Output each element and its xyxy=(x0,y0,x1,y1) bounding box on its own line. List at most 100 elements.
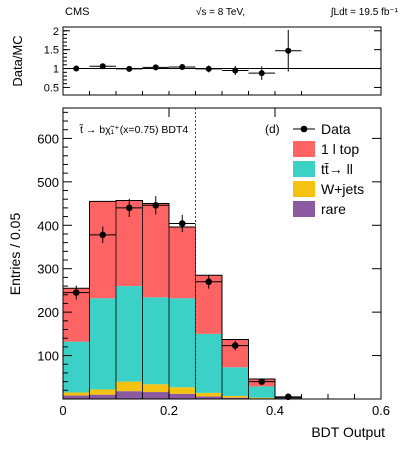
data-marker xyxy=(99,231,107,239)
main-ylabel: Entries / 0.05 xyxy=(7,213,23,296)
ratio-marker xyxy=(126,65,133,72)
bar-tt-ll xyxy=(116,286,143,382)
main-ytick-label: 100 xyxy=(37,349,59,364)
main-panel: 100 200 300 400 500 600 0 0.2 0.4 0.6 t̃ → bχ̃₁⁺(… xyxy=(7,107,390,440)
bar-w-jets xyxy=(195,392,222,397)
bar-tt-ll xyxy=(142,297,169,385)
bar-rare xyxy=(116,391,143,399)
legend-entry: tt̄→ ll xyxy=(293,161,353,177)
ratio-point xyxy=(142,64,169,71)
bar-rare xyxy=(63,395,90,399)
ratio-point xyxy=(116,65,143,72)
data-marker xyxy=(72,289,80,296)
data-point xyxy=(195,274,222,289)
bar-w-jets xyxy=(248,397,275,399)
ratio-point xyxy=(63,65,90,72)
legend: Data 1 l top tt̄→ ll W+jets rare xyxy=(293,121,364,217)
ratio-point xyxy=(169,64,196,71)
legend-swatch xyxy=(293,141,315,157)
bar-tt-ll xyxy=(89,298,116,390)
ratio-marker xyxy=(99,63,106,70)
main-xtick-label: 0.6 xyxy=(372,403,390,418)
ratio-marker xyxy=(258,70,265,77)
legend-entry: rare xyxy=(293,201,346,217)
ratio-frame xyxy=(62,26,382,96)
legend-swatch xyxy=(293,201,315,217)
bar-tt-ll xyxy=(63,341,90,393)
bar-rare xyxy=(222,397,249,399)
legend-label: 1 l top xyxy=(321,141,359,157)
legend-entry: W+jets xyxy=(293,181,364,197)
ratio-panel: 0.5 1 1.5 2 Data/MC xyxy=(10,26,382,96)
bar-rare xyxy=(89,394,116,399)
energy-label: √s = 8 TeV, xyxy=(196,6,245,18)
data-point xyxy=(275,393,302,401)
ratio-point xyxy=(195,65,222,73)
ratio-ytick-label: 2 xyxy=(53,26,59,38)
bar-tt-ll xyxy=(222,367,249,396)
main-xlabel: BDT Output xyxy=(311,424,385,440)
bar-w-jets xyxy=(142,384,169,393)
data-marker xyxy=(125,204,133,212)
data-marker xyxy=(284,393,292,401)
bar-1-l-top xyxy=(169,227,196,299)
bar-w-jets xyxy=(89,389,116,395)
main-ytick-label: 200 xyxy=(37,305,59,320)
data-marker xyxy=(152,201,160,209)
legend-entry: 1 l top xyxy=(293,141,359,157)
bar-rare xyxy=(142,392,169,399)
ratio-ytick-label: 1.5 xyxy=(44,45,59,57)
data-marker xyxy=(258,378,266,385)
legend-label: tt̄→ ll xyxy=(321,161,353,177)
data-point xyxy=(116,198,143,218)
ratio-marker xyxy=(73,65,80,72)
main-ytick-label: 400 xyxy=(37,218,59,233)
bar-tt-ll xyxy=(169,298,196,388)
data-point xyxy=(142,196,169,215)
bar-tt-ll xyxy=(248,386,275,398)
ratio-ylabel: Data/MC xyxy=(10,35,25,86)
panel-tag: (d) xyxy=(265,122,280,136)
bar-w-jets xyxy=(169,387,196,394)
bar-1-l-top xyxy=(89,201,116,299)
luminosity-label: ∫Ldt = 19.5 fb⁻¹ xyxy=(330,7,399,18)
legend-label: W+jets xyxy=(321,181,364,197)
bar-tt-ll xyxy=(195,333,222,393)
legend-swatch xyxy=(293,161,315,177)
data-point xyxy=(89,226,116,244)
ratio-point xyxy=(222,65,249,75)
data-point xyxy=(63,285,90,300)
data-marker xyxy=(205,278,213,286)
bar-w-jets xyxy=(63,392,90,396)
ratio-point xyxy=(248,66,275,80)
main-ytick-label: 500 xyxy=(37,175,59,190)
bar-1-l-top xyxy=(142,203,169,298)
ratio-marker xyxy=(205,65,212,72)
legend-entry: Data xyxy=(293,121,351,137)
ratio-ytick-label: 1 xyxy=(53,64,59,76)
data-marker xyxy=(231,342,239,349)
bar-rare xyxy=(169,393,196,399)
main-xtick-label: 0 xyxy=(59,403,66,418)
ratio-point xyxy=(89,63,116,70)
signal-annotation: t̃ → bχ̃₁⁺(x=0.75) BDT4 xyxy=(79,124,189,136)
main-xtick-label: 0.4 xyxy=(266,403,284,418)
bar-rare xyxy=(195,396,222,399)
ratio-marker xyxy=(179,64,186,71)
bar-w-jets xyxy=(116,381,143,392)
legend-data-marker xyxy=(300,125,308,133)
main-ytick-label: 300 xyxy=(37,262,59,277)
legend-swatch xyxy=(293,181,315,197)
main-ytick-label: 600 xyxy=(37,131,59,146)
data-point xyxy=(248,378,275,385)
data-marker xyxy=(178,220,186,227)
main-xtick-label: 0.2 xyxy=(160,403,178,418)
experiment-label: CMS xyxy=(65,6,89,18)
legend-label: rare xyxy=(321,201,346,217)
ratio-ytick-label: 0.5 xyxy=(44,82,59,94)
data-point xyxy=(169,214,196,233)
ratio-marker xyxy=(152,64,159,71)
bar-w-jets xyxy=(222,395,249,398)
ratio-marker xyxy=(232,67,239,74)
